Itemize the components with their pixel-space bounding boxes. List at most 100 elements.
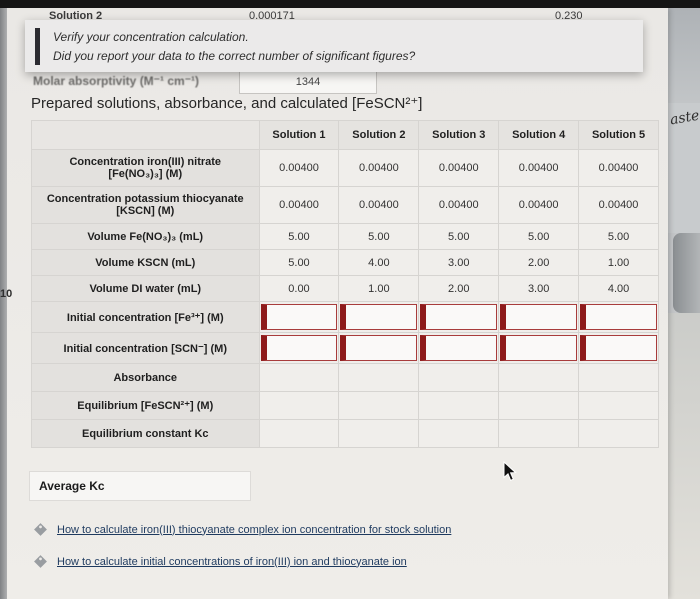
desktop-background-strip: aste <box>668 8 700 599</box>
background-segment <box>668 8 700 103</box>
value-cell: 1.00 <box>578 249 659 276</box>
table-input-cell <box>498 332 580 364</box>
average-kc-field: Average Kc <box>29 471 251 501</box>
guide-link-stock-solution[interactable]: How to calculate iron(III) thiocyanate c… <box>57 523 452 536</box>
value-cell: 0.00400 <box>338 186 420 224</box>
empty-entry-cell[interactable] <box>498 363 580 392</box>
table-input-cell <box>338 332 420 364</box>
guide-link-row: How to calculate iron(III) thiocyanate c… <box>33 522 643 537</box>
value-cell: 5.00 <box>578 223 659 250</box>
value-cell: 2.00 <box>418 275 500 302</box>
value-cell: 5.00 <box>258 223 340 250</box>
table-input-cell <box>258 301 340 333</box>
concentration-input[interactable] <box>420 304 498 330</box>
value-cell: 0.00400 <box>418 186 500 224</box>
concentration-input[interactable] <box>260 335 338 361</box>
table-input-cell <box>578 332 659 364</box>
column-header: Solution 5 <box>578 120 659 150</box>
row-label: Concentration iron(III) nitrate [Fe(NO₃)… <box>31 149 260 187</box>
row-label: Concentration potassium thiocyanate [KSC… <box>31 186 260 224</box>
molar-absorptivity-label: Molar absorptivity (M⁻¹ cm⁻¹) <box>33 74 200 88</box>
table-input-cell <box>418 332 500 364</box>
concentration-input[interactable] <box>340 335 418 361</box>
empty-entry-cell[interactable] <box>498 391 580 420</box>
concentration-input[interactable] <box>260 304 338 330</box>
empty-entry-cell[interactable] <box>418 363 500 392</box>
table-input-cell <box>418 301 500 333</box>
table-row: Equilibrium constant Kc <box>31 419 659 448</box>
table-input-cell <box>498 301 580 333</box>
value-cell: 3.00 <box>498 275 580 302</box>
row-label: Absorbance <box>31 363 260 392</box>
guide-links: How to calculate iron(III) thiocyanate c… <box>33 522 643 586</box>
empty-entry-cell[interactable] <box>578 419 659 448</box>
table-row: Equilibrium [FeSCN²⁺] (M) <box>31 391 659 420</box>
concentration-input[interactable] <box>340 304 418 330</box>
value-cell: 4.00 <box>578 275 659 302</box>
value-cell: 0.00400 <box>498 186 580 224</box>
obscured-row-label: Solution 2 <box>49 10 103 22</box>
concentration-input[interactable] <box>580 335 657 361</box>
table-row: Volume DI water (mL) 0.00 1.00 2.00 3.00 4.00 <box>31 275 659 302</box>
mouse-cursor-icon <box>503 461 517 481</box>
value-cell: 0.00400 <box>258 149 340 187</box>
value-cell: 5.00 <box>258 249 340 276</box>
value-cell: 2.00 <box>498 249 580 276</box>
empty-entry-cell[interactable] <box>338 391 420 420</box>
concentration-input[interactable] <box>580 304 657 330</box>
row-label: Equilibrium constant Kc <box>31 419 260 448</box>
background-segment <box>668 313 700 599</box>
background-segment <box>668 103 700 233</box>
empty-entry-cell[interactable] <box>418 419 500 448</box>
value-cell: 0.00 <box>258 275 340 302</box>
concentration-input[interactable] <box>500 335 578 361</box>
table-input-cell <box>338 301 420 333</box>
concentration-input[interactable] <box>420 335 498 361</box>
guide-link-row: How to calculate initial concentrations … <box>33 554 643 569</box>
empty-entry-cell[interactable] <box>578 391 659 420</box>
concentration-input[interactable] <box>500 304 578 330</box>
value-cell: 5.00 <box>338 223 420 250</box>
top-black-bar <box>0 0 700 8</box>
table-row: Initial concentration [SCN⁻] (M) <box>31 332 659 364</box>
section-title: Prepared solutions, absorbance, and calc… <box>31 95 423 112</box>
table-row: Volume Fe(NO₃)₃ (mL) 5.00 5.00 5.00 5.00 5.00 <box>31 223 659 250</box>
obscured-row-value-1: 0.000171 <box>249 10 295 22</box>
row-label: Initial concentration [Fe³⁺] (M) <box>31 301 260 333</box>
empty-entry-cell[interactable] <box>258 363 340 392</box>
value-cell: 0.00400 <box>338 149 420 187</box>
empty-entry-cell[interactable] <box>338 419 420 448</box>
solutions-table: Solution 1 Solution 2 Solution 3 Solution 4… <box>31 120 659 448</box>
value-cell: 0.00400 <box>578 186 659 224</box>
value-cell: 4.00 <box>338 249 420 276</box>
average-kc-input[interactable] <box>104 472 250 500</box>
guide-tag-icon <box>34 555 47 568</box>
empty-entry-cell[interactable] <box>578 363 659 392</box>
empty-entry-cell[interactable] <box>338 363 420 392</box>
empty-entry-cell[interactable] <box>258 391 340 420</box>
column-header: Solution 4 <box>498 120 580 150</box>
header-row: Solution 1 Solution 2 Solution 3 Solution 4… <box>31 120 659 150</box>
molar-absorptivity-row: Molar absorptivity (M⁻¹ cm⁻¹) <box>7 70 668 96</box>
obscured-table-row: Solution 2 0.000171 0.230 <box>7 10 668 28</box>
table-row: Volume KSCN (mL) 5.00 4.00 3.00 2.00 1.00 <box>31 249 659 276</box>
empty-entry-cell[interactable] <box>418 391 500 420</box>
value-cell: 0.00400 <box>418 149 500 187</box>
row-label: Volume DI water (mL) <box>31 275 260 302</box>
corner-cell <box>31 120 260 150</box>
empty-entry-cell[interactable] <box>258 419 340 448</box>
table-row: Concentration potassium thiocyanate [KSC… <box>31 186 659 224</box>
table-input-cell <box>578 301 659 333</box>
value-cell: 5.00 <box>498 223 580 250</box>
value-cell: 0.00400 <box>498 149 580 187</box>
left-background-strip <box>0 0 7 599</box>
column-header: Solution 1 <box>258 120 340 150</box>
empty-entry-cell[interactable] <box>498 419 580 448</box>
value-cell: 1.00 <box>338 275 420 302</box>
guide-link-initial-concentrations[interactable]: How to calculate initial concentrations … <box>57 555 407 568</box>
column-header: Solution 2 <box>338 120 420 150</box>
molar-absorptivity-input[interactable] <box>239 70 377 94</box>
feedback-tooltip: Verify your concentration calculation. D… <box>25 20 643 72</box>
row-label: Initial concentration [SCN⁻] (M) <box>31 332 260 364</box>
